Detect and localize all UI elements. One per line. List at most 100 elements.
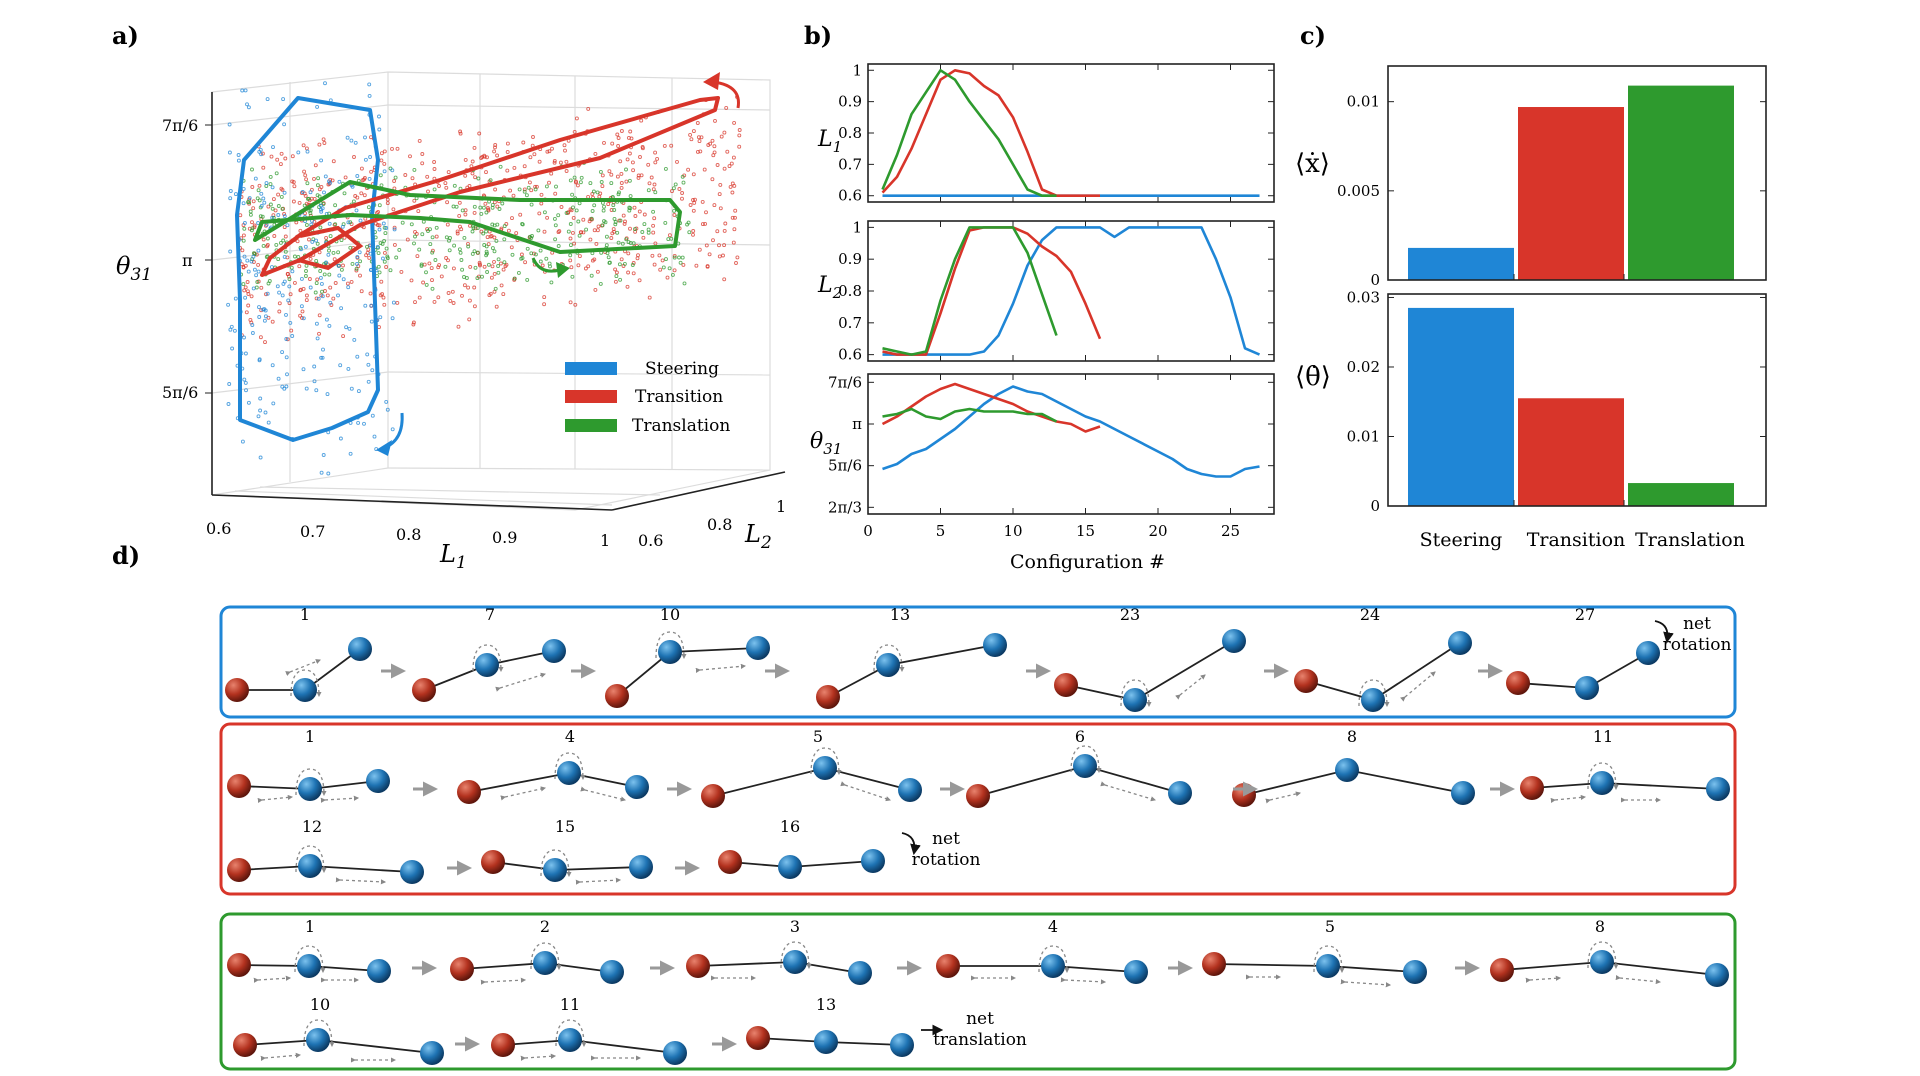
scatter-point: [262, 318, 267, 323]
scatter-point: [581, 217, 586, 222]
scatter-point: [327, 323, 332, 328]
scatter-point: [265, 291, 270, 296]
b-xlabel: Configuration #: [1010, 551, 1165, 573]
red-sphere: [1202, 952, 1226, 976]
scatter-point: [382, 250, 387, 255]
scatter-point: [238, 213, 243, 218]
scatter-point: [341, 334, 346, 339]
red-sphere: [936, 954, 960, 978]
translation-box: [219, 912, 1737, 1071]
scatter-point: [626, 135, 631, 140]
scatter-point: [320, 289, 324, 294]
scatter-point: [618, 277, 623, 282]
scatter-point: [620, 241, 625, 246]
scatter-point: [250, 185, 255, 189]
scatter-point: [377, 325, 381, 330]
scatter-point: [460, 267, 465, 272]
scatter-point: [672, 255, 677, 260]
scatter-point: [242, 226, 247, 231]
scatter-point: [376, 251, 381, 256]
scatter-point: [615, 132, 620, 137]
scatter-point: [263, 308, 268, 313]
scatter-point: [240, 248, 245, 253]
scatter-point: [281, 238, 286, 243]
scatter-point: [615, 230, 620, 235]
scatter-point: [241, 201, 246, 206]
scatter-point: [392, 179, 397, 183]
scatter-point: [553, 223, 558, 228]
scatter-point: [536, 228, 541, 233]
scatter-point: [433, 258, 438, 262]
scatter-point: [458, 129, 463, 134]
scatter-point: [666, 237, 671, 242]
scatter-point: [319, 281, 324, 286]
y-tick-2: 1: [776, 497, 786, 516]
scatter-point: [282, 122, 287, 127]
scatter-point: [721, 253, 725, 258]
frame-number: 4: [1048, 917, 1058, 936]
scatter-point: [313, 163, 318, 168]
scatter-point: [610, 141, 615, 146]
scatter-point: [553, 237, 558, 242]
dashed-motion-arrow: [495, 672, 546, 692]
scatter-point: [257, 183, 262, 188]
scatter-point: [303, 193, 308, 198]
scatter-point: [626, 251, 631, 256]
scatter-point: [301, 143, 306, 148]
scatter-point: [563, 148, 567, 153]
scatter-point: [570, 230, 575, 235]
scatter-point: [499, 226, 504, 231]
scatter-point: [607, 260, 612, 265]
scatter-point: [257, 357, 262, 362]
scatter-point: [568, 300, 573, 305]
scatter-point: [511, 193, 516, 198]
scatter-point: [467, 317, 472, 322]
scatter-point: [501, 292, 506, 297]
scatter-point: [660, 258, 665, 263]
scatter-point: [247, 200, 251, 205]
scatter-point: [324, 235, 329, 240]
scatter-point: [485, 235, 490, 240]
scatter-point: [321, 137, 326, 142]
panel-label-c: c): [1300, 21, 1326, 50]
scatter-point: [685, 222, 690, 227]
scatter-point: [257, 315, 262, 319]
scatter-point: [478, 205, 483, 210]
scatter-point: [516, 270, 521, 275]
scatter-point: [612, 208, 617, 212]
dashed-motion-arrow: [335, 877, 387, 885]
dashed-motion-arrow: [1060, 977, 1107, 985]
scatter-point: [462, 283, 467, 288]
scatter-point: [352, 337, 357, 342]
scatter-point: [633, 227, 637, 232]
scatter-point: [609, 172, 614, 177]
scatter-point: [382, 169, 387, 174]
rotation-motion-arrow: [303, 1019, 335, 1048]
swimmer-link: [468, 772, 638, 793]
scatter-point: [280, 187, 285, 192]
dashed-motion-arrow: [520, 1053, 557, 1061]
scatter-point: [479, 211, 484, 216]
scatter-point: [737, 133, 742, 138]
x-tick-label: 20: [1148, 522, 1167, 540]
scatter-point: [333, 203, 338, 208]
y-tick-label: 0.6: [838, 346, 862, 364]
rotation-motion-arrow: [1587, 762, 1619, 791]
scatter-point: [251, 254, 256, 259]
scatter-point: [367, 93, 372, 98]
blue-sphere: [366, 769, 390, 793]
scatter-point: [593, 151, 598, 156]
series-line-translation: [882, 226, 1058, 356]
scatter-point: [733, 208, 738, 213]
scatter-point: [482, 264, 487, 269]
blue-sphere: [558, 1028, 582, 1052]
scatter-point: [337, 273, 342, 278]
scatter-point: [336, 250, 341, 255]
scatter-point: [381, 221, 386, 226]
scatter-point: [263, 410, 268, 415]
scatter-point: [353, 140, 358, 145]
scatter-point: [424, 282, 429, 287]
scatter-point: [559, 205, 564, 209]
scatter-point: [308, 256, 313, 261]
scatter-point: [349, 279, 354, 284]
